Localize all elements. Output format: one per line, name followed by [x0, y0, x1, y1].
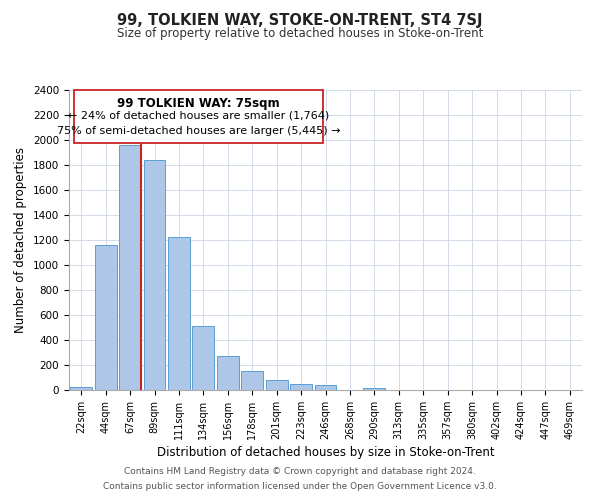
Bar — [70, 387, 92, 390]
Text: 99, TOLKIEN WAY, STOKE-ON-TRENT, ST4 7SJ: 99, TOLKIEN WAY, STOKE-ON-TRENT, ST4 7SJ — [117, 12, 483, 28]
Bar — [290, 384, 312, 390]
Text: 99 TOLKIEN WAY: 75sqm: 99 TOLKIEN WAY: 75sqm — [117, 98, 280, 110]
Bar — [266, 380, 287, 390]
Bar — [314, 385, 337, 390]
Text: Contains public sector information licensed under the Open Government Licence v3: Contains public sector information licen… — [103, 482, 497, 491]
Y-axis label: Number of detached properties: Number of detached properties — [14, 147, 28, 333]
Text: Size of property relative to detached houses in Stoke-on-Trent: Size of property relative to detached ho… — [117, 28, 483, 40]
Bar — [168, 237, 190, 390]
Bar — [143, 160, 166, 390]
Text: ← 24% of detached houses are smaller (1,764): ← 24% of detached houses are smaller (1,… — [68, 111, 329, 121]
Text: Contains HM Land Registry data © Crown copyright and database right 2024.: Contains HM Land Registry data © Crown c… — [124, 467, 476, 476]
Bar — [241, 371, 263, 390]
Bar — [95, 245, 116, 390]
Text: 75% of semi-detached houses are larger (5,445) →: 75% of semi-detached houses are larger (… — [57, 126, 340, 136]
Bar — [364, 388, 385, 390]
X-axis label: Distribution of detached houses by size in Stoke-on-Trent: Distribution of detached houses by size … — [157, 446, 494, 459]
Bar — [217, 356, 239, 390]
FancyBboxPatch shape — [74, 90, 323, 142]
Bar — [193, 326, 214, 390]
Bar — [119, 145, 141, 390]
